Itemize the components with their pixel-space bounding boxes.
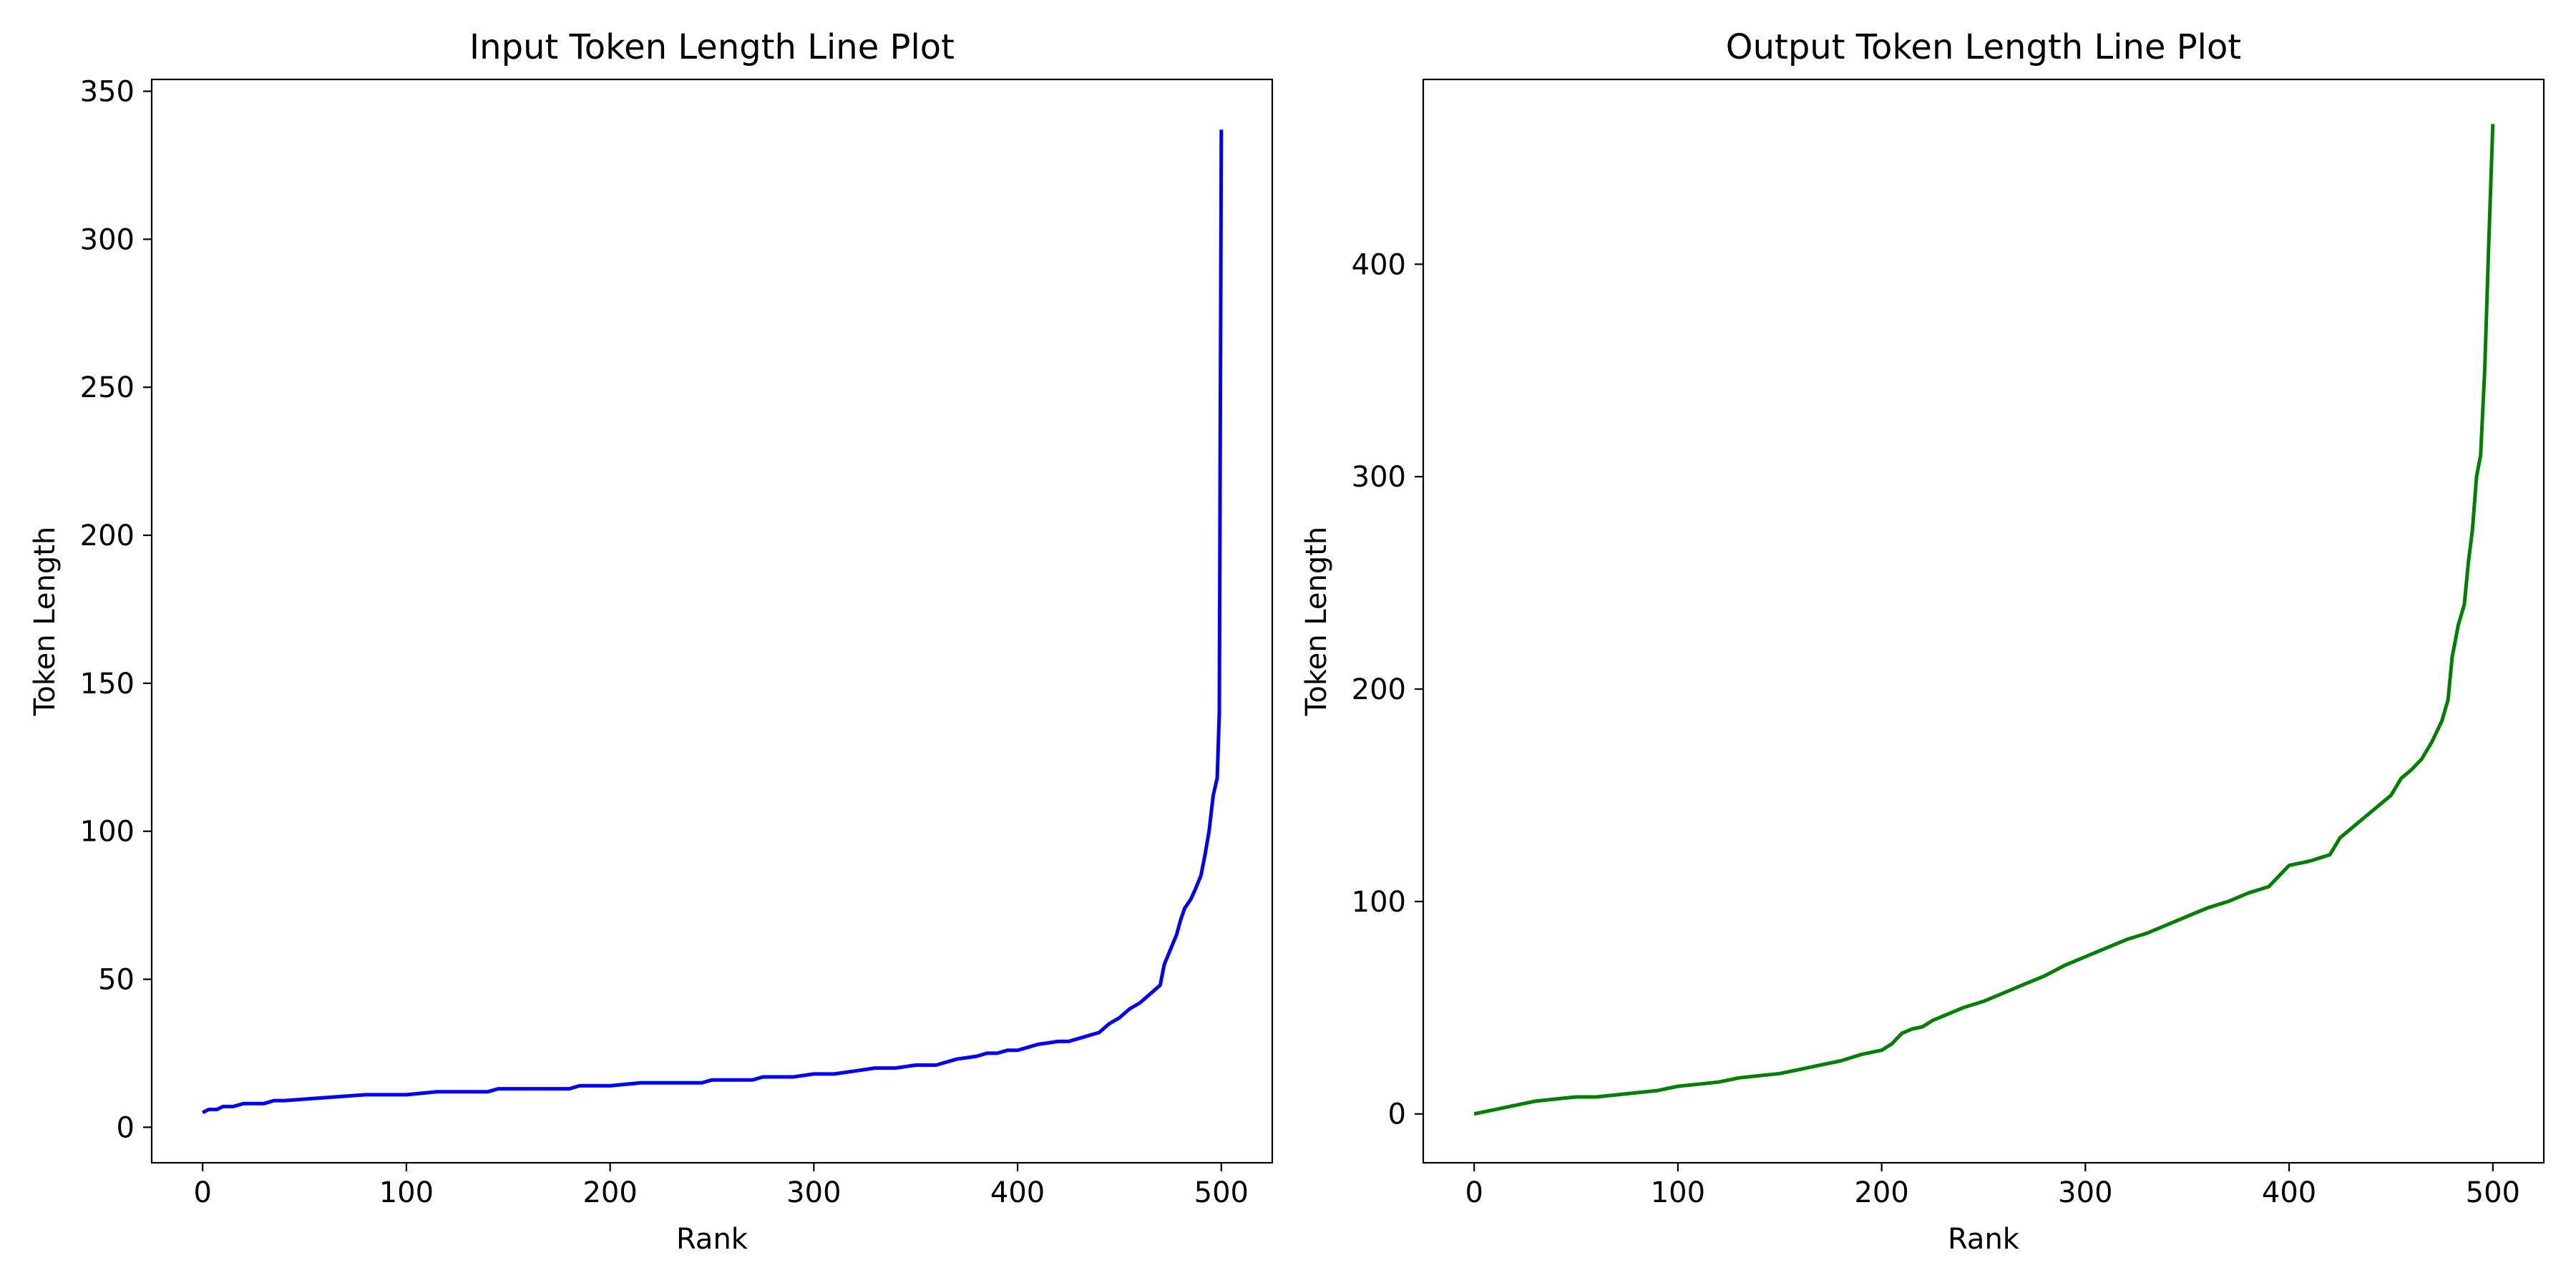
output-x-tick-label: 100	[1651, 1176, 1705, 1209]
input-y-tick-label: 50	[98, 964, 135, 997]
input-chart-panel: Input Token Length Line Plot 0 100 200 300 4…	[29, 27, 1274, 1256]
output-axes-frame	[1422, 78, 2545, 1164]
input-y-tick-label: 300	[80, 223, 135, 256]
output-series-line	[1473, 124, 2495, 1116]
output-y-tick-label: 200	[1352, 673, 1406, 706]
output-x-tick-label: 500	[2466, 1176, 2520, 1209]
input-x-tick-label: 200	[582, 1176, 637, 1209]
input-x-tick-label: 400	[990, 1176, 1045, 1209]
output-x-axis-label: Rank	[1948, 1223, 2020, 1256]
input-y-tick-label: 0	[117, 1111, 135, 1144]
output-x-tick-label: 200	[1854, 1176, 1908, 1209]
input-axes-frame	[150, 78, 1274, 1164]
input-x-tick-label: 0	[193, 1176, 211, 1209]
input-y-tick-label: 200	[80, 519, 135, 552]
output-y-tick-label: 0	[1388, 1098, 1406, 1131]
input-y-tick-label: 350	[80, 76, 135, 109]
input-x-ticks: 0 100 200 300 400 500	[193, 1163, 1249, 1209]
input-x-tick-label: 300	[786, 1176, 841, 1209]
input-y-tick-label: 150	[80, 668, 135, 701]
output-y-tick-label: 400	[1352, 248, 1406, 281]
output-chart-title: Output Token Length Line Plot	[1726, 27, 2241, 67]
output-x-tick-label: 400	[2262, 1176, 2316, 1209]
input-y-axis-label: Token Length	[29, 527, 62, 717]
input-y-tick-label: 100	[80, 816, 135, 849]
input-x-tick-label: 500	[1194, 1176, 1249, 1209]
output-x-ticks: 0 100 200 300 400 500	[1465, 1163, 2520, 1209]
input-x-tick-label: 100	[379, 1176, 434, 1209]
output-y-ticks: 0 100 200 300 400	[1352, 248, 1423, 1131]
input-y-ticks: 0 50 100 150 200 250 300 350	[80, 76, 152, 1144]
output-y-tick-label: 300	[1352, 461, 1406, 494]
output-chart-panel: Output Token Length Line Plot 0 100 200 300…	[1300, 27, 2545, 1256]
input-chart-title: Input Token Length Line Plot	[469, 27, 955, 67]
output-x-tick-label: 300	[2058, 1176, 2112, 1209]
input-x-axis-label: Rank	[676, 1223, 748, 1256]
input-series-line	[202, 130, 1224, 1114]
input-y-tick-label: 250	[80, 371, 135, 404]
output-y-axis-label: Token Length	[1300, 527, 1333, 717]
output-y-tick-label: 100	[1352, 886, 1406, 919]
output-x-tick-label: 0	[1465, 1176, 1483, 1209]
